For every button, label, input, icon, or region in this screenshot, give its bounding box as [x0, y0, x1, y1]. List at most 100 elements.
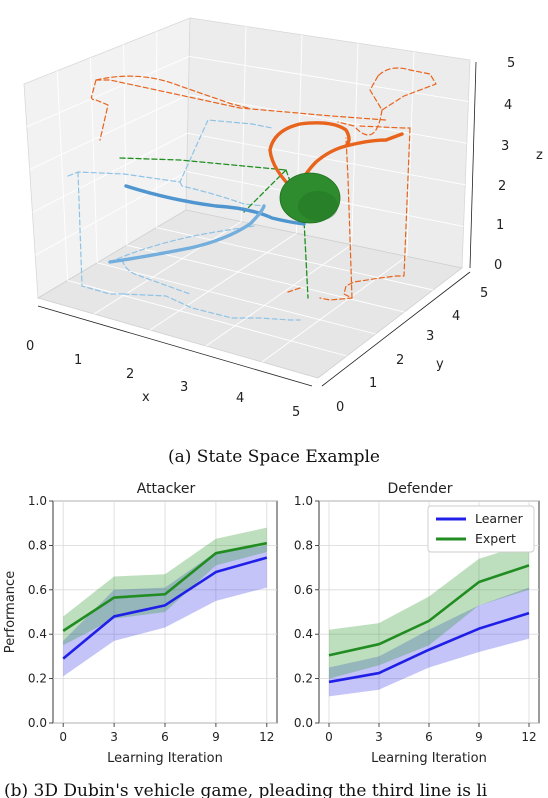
- y-tick-label: 0.4: [294, 627, 313, 641]
- x-tick-label: 0: [325, 730, 333, 744]
- grid-line: [261, 256, 408, 363]
- legend-learner-label: Learner: [475, 511, 524, 526]
- y-tick-4: 4: [452, 309, 460, 324]
- grid-line: [123, 44, 128, 246]
- grid-line: [156, 227, 434, 291]
- y-tick-label: 0.2: [28, 672, 47, 686]
- grid-line: [26, 55, 190, 128]
- state-space-3d-plot: 0 1 2 3 4 5 x 0 1 2 3 4 5 y 0 1 2 3 4 5 …: [23, 17, 543, 420]
- z-axis-line: [469, 61, 477, 269]
- trajectories: [67, 67, 437, 321]
- z-axis-label: z: [536, 148, 543, 163]
- x-axis-label: x: [142, 390, 150, 405]
- x-tick-1: 1: [74, 353, 82, 368]
- attacker-grid: [53, 500, 277, 724]
- grid-line: [149, 232, 297, 331]
- x-tick-label: 9: [212, 730, 220, 744]
- y-tick-2: 2: [396, 353, 404, 368]
- y-tick-0: 0: [336, 400, 344, 415]
- defender-x-label: Learning Iteration: [371, 751, 487, 766]
- x-tick-label: 12: [259, 730, 274, 744]
- x-tick-4: 4: [236, 391, 244, 406]
- caption-a: (a) State Space Example: [168, 447, 380, 467]
- grid-line: [240, 26, 247, 222]
- z-tick-5: 5: [507, 56, 515, 71]
- z-tick-1: 1: [496, 218, 504, 233]
- attacker-y-label: Performance: [3, 571, 18, 653]
- series-line-expert: [328, 564, 530, 657]
- y-tick-5: 5: [480, 286, 488, 301]
- z-tick-3: 3: [501, 139, 509, 154]
- caption-b: (b) 3D Dubin's vehicle game, pleading th…: [4, 781, 488, 798]
- orange-solid-trajectory: [268, 121, 351, 194]
- x-tick-5: 5: [292, 405, 300, 420]
- attacker-title: Attacker: [137, 481, 196, 497]
- z-tick-labels: 0 1 2 3 4 5: [494, 56, 515, 273]
- y-axis-line: [321, 271, 471, 387]
- orange-dashed-path-c: [287, 127, 411, 301]
- attacker-x-ticks: 0 3 6 9 12: [59, 723, 274, 744]
- defender-title: Defender: [387, 481, 452, 497]
- y-tick-label: 0.6: [294, 583, 313, 597]
- grid-line: [205, 244, 352, 347]
- grid-line: [97, 262, 376, 335]
- attacker-y-ticks: 0.0 0.2 0.4 0.6 0.8 1.0: [28, 494, 53, 730]
- light-blue-dashed-path-c: [179, 181, 265, 207]
- y-tick-label: 0.6: [28, 583, 47, 597]
- grid-line: [67, 279, 347, 357]
- attacker-plot: Attacker 0.0 0.2 0.4 0.6 0.8 1.0 0 3 6 9 12 Learn…: [3, 481, 278, 766]
- x-tick-3: 3: [180, 380, 188, 395]
- orange-dashed-path-a: [90, 75, 387, 141]
- series-line-expert: [62, 541, 268, 632]
- x-tick-labels: 0 1 2 3 4 5: [26, 339, 300, 420]
- x-tick-label: 3: [375, 730, 383, 744]
- z-tick-4: 4: [504, 98, 512, 113]
- legend: Learner Expert: [427, 505, 535, 553]
- confidence-band-learner: [63, 545, 267, 677]
- grid-line: [93, 221, 242, 315]
- defender-lines: [328, 564, 530, 684]
- blue-solid-trajectory-a: [124, 184, 306, 226]
- x-tick-label: 0: [59, 730, 67, 744]
- grid-line: [89, 57, 98, 263]
- grid-line: [188, 94, 467, 144]
- x-tick-label: 12: [521, 730, 536, 744]
- attacker-x-label: Learning Iteration: [107, 751, 223, 766]
- grid-line: [406, 51, 415, 257]
- defender-grid: [319, 500, 539, 724]
- orange-dashed-path-b: [337, 67, 437, 136]
- grid-line: [56, 70, 69, 281]
- y-axis-label: y: [436, 357, 444, 372]
- blue-solid-trajectory-b: [108, 204, 266, 264]
- y-tick-label: 0.4: [28, 627, 47, 641]
- defender-plot: Defender 0.0 0.2 0.4 0.6 0.8 1.0 0 3 6 9 12 Learn…: [294, 481, 540, 766]
- x-tick-2: 2: [126, 367, 134, 382]
- x-tick-label: 3: [110, 730, 118, 744]
- grid-line: [189, 55, 469, 103]
- x-tick-label: 6: [425, 730, 433, 744]
- legend-expert-label: Expert: [475, 531, 516, 546]
- goal-sphere-shade: [298, 191, 338, 221]
- pane-floor: [36, 209, 463, 379]
- z-tick-2: 2: [498, 179, 506, 194]
- grid-line: [34, 171, 188, 256]
- z-tick-0: 0: [494, 258, 502, 273]
- series-line-learner: [328, 611, 530, 684]
- y-tick-label: 1.0: [294, 494, 313, 508]
- y-tick-1: 1: [369, 376, 377, 391]
- grid-line: [29, 94, 189, 171]
- y-tick-label: 0.2: [294, 672, 313, 686]
- x-tick-label: 6: [161, 730, 169, 744]
- y-tick-label: 0.0: [28, 716, 47, 730]
- y-tick-label: 1.0: [28, 494, 47, 508]
- y-tick-labels: 0 1 2 3 4 5: [336, 286, 488, 415]
- defender-x-ticks: 0 3 6 9 12: [325, 723, 537, 744]
- orange-dashed-path-d: [345, 125, 411, 299]
- grid-line: [187, 132, 466, 186]
- grid-line: [126, 244, 405, 313]
- series-line-learner: [62, 556, 268, 660]
- y-tick-label: 0.8: [28, 538, 47, 552]
- x-tick-label: 9: [475, 730, 483, 744]
- orange-solid-trajectory-tail: [344, 132, 404, 148]
